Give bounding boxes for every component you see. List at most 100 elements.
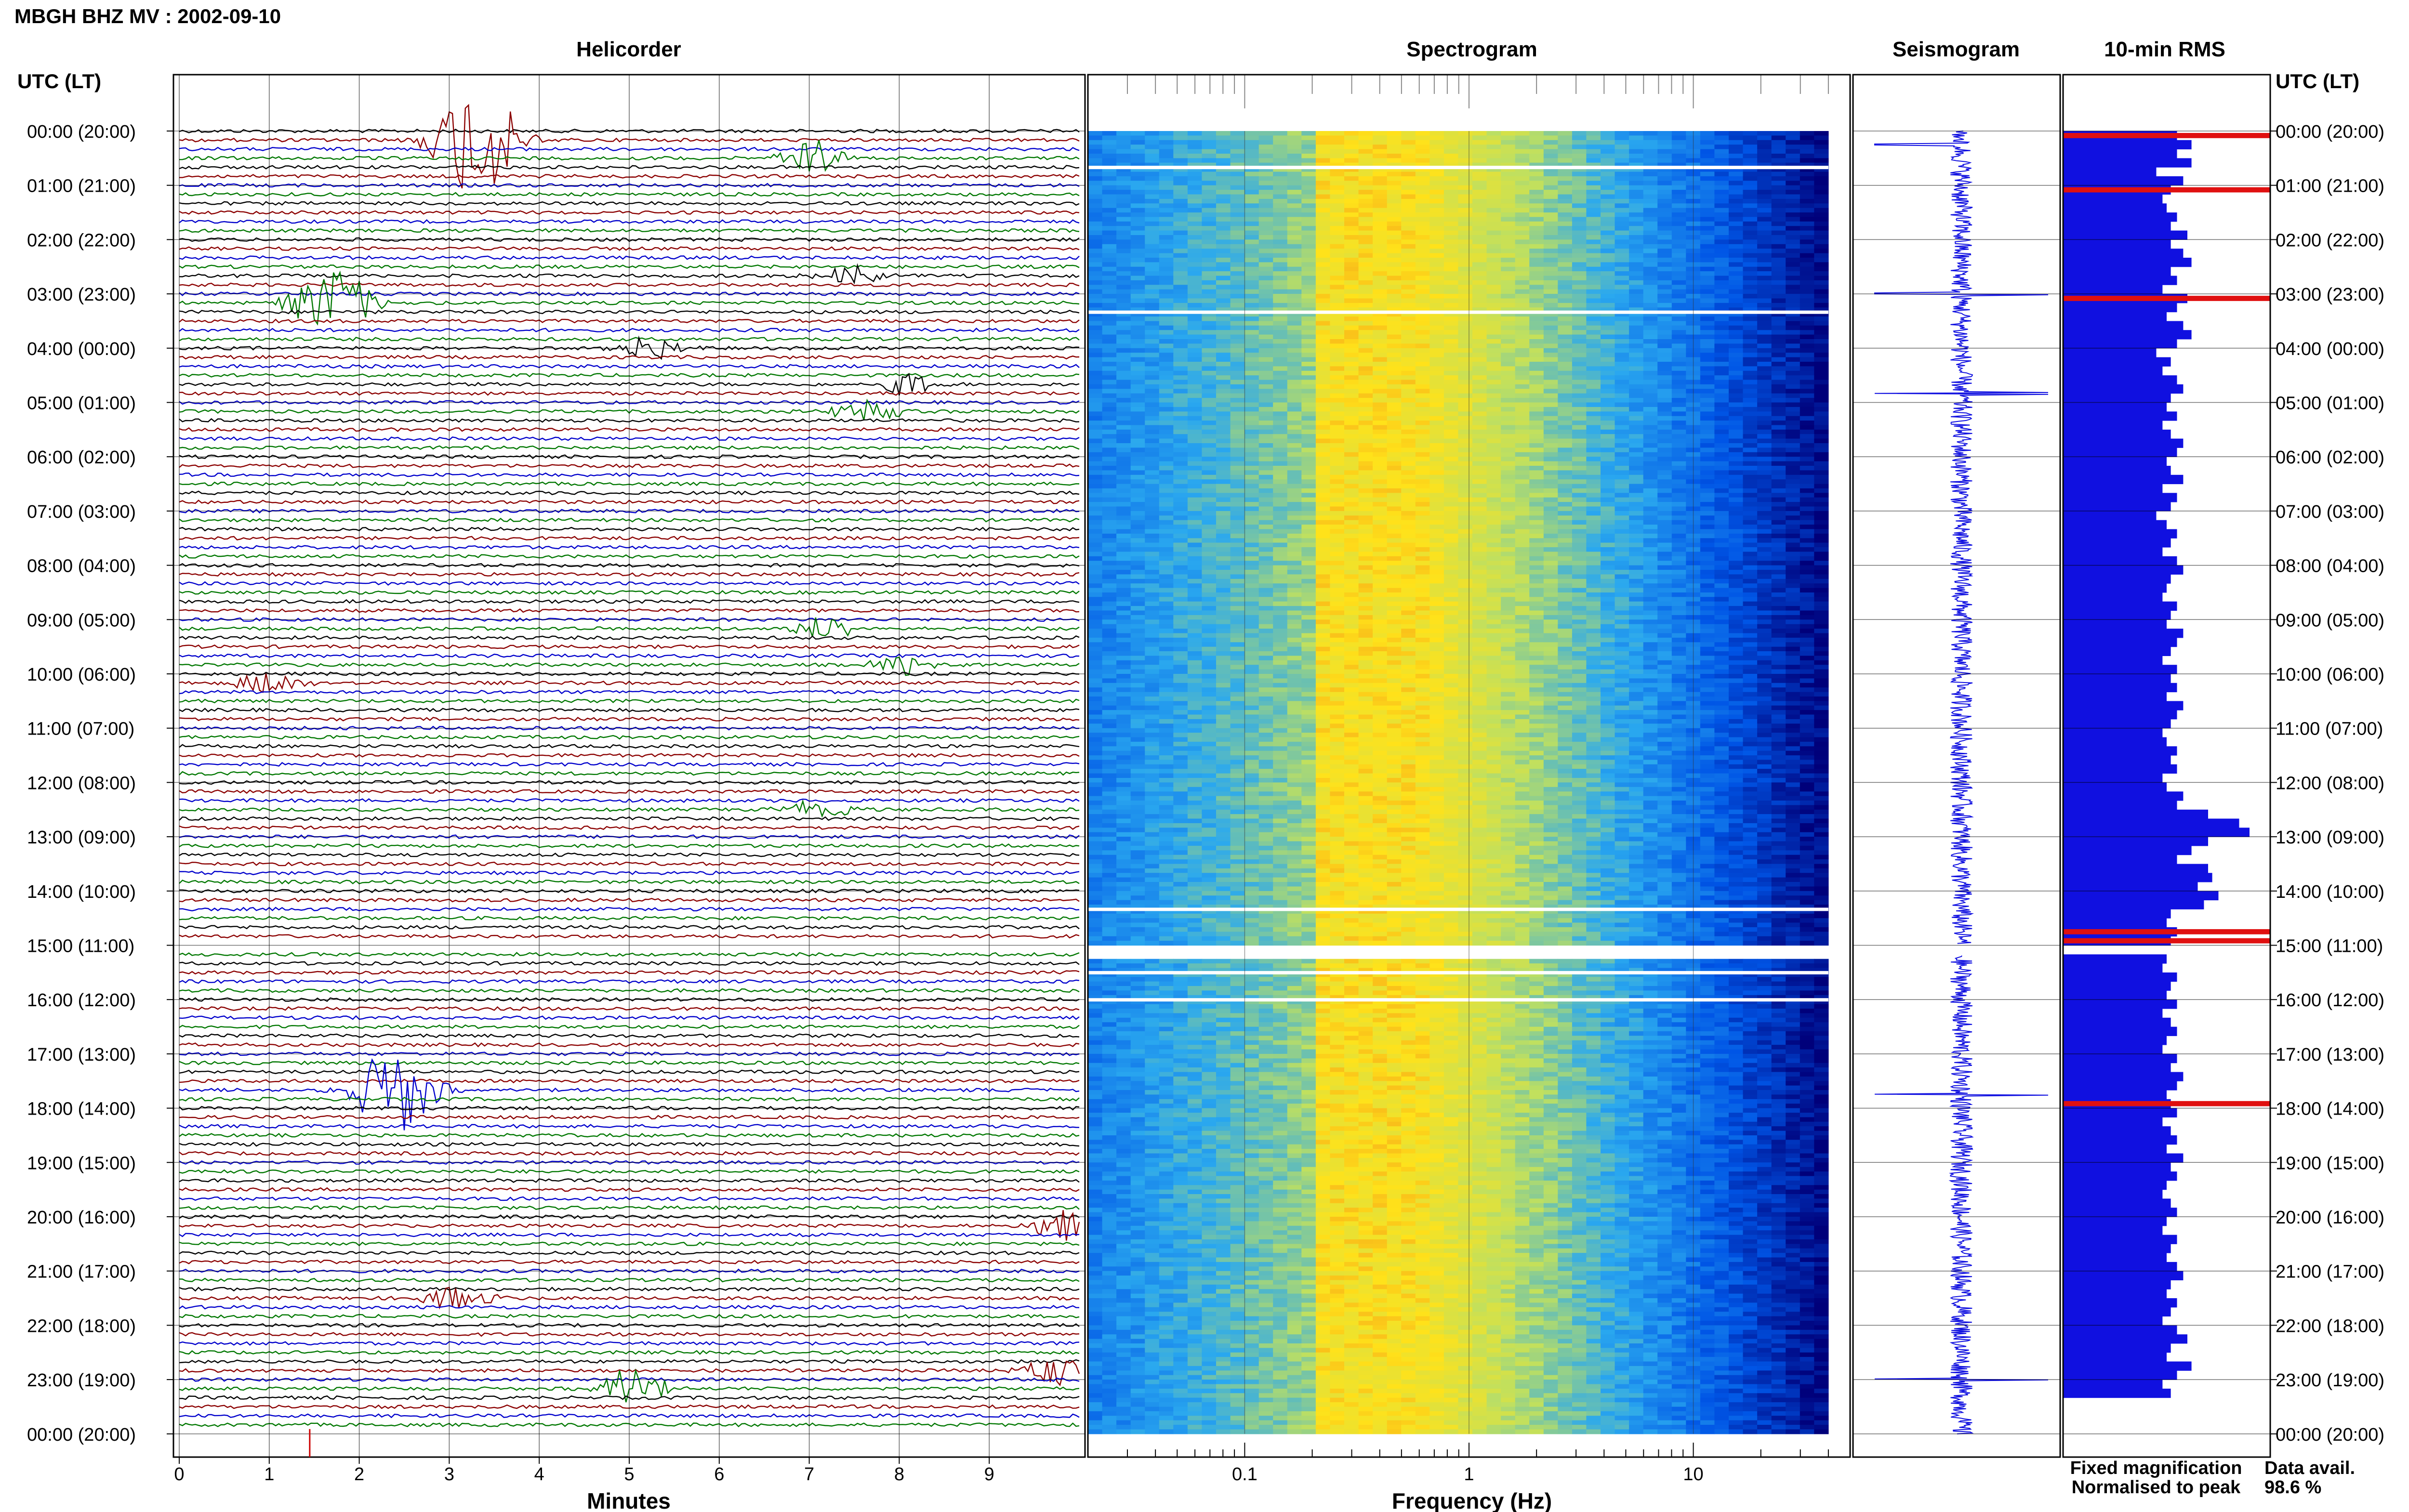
rms-normalised-mark xyxy=(2063,1101,2270,1106)
rms-bar xyxy=(2063,1280,2171,1289)
rms-normalised-mark xyxy=(2063,938,2270,944)
rms-bar xyxy=(2063,791,2184,801)
rms-bar xyxy=(2063,1135,2177,1145)
rms-bar xyxy=(2063,710,2177,720)
rms-bar xyxy=(2063,1189,2163,1199)
time-label-right: 13:00 (09:00) xyxy=(2276,828,2384,848)
time-label-left: 12:00 (08:00) xyxy=(27,773,136,793)
rms-bar xyxy=(2063,1017,2171,1027)
rms-bar xyxy=(2063,393,2171,403)
rms-bar xyxy=(2063,728,2163,737)
time-label-left: 01:00 (21:00) xyxy=(27,176,136,197)
rms-bar xyxy=(2063,203,2167,213)
time-label-right: 21:00 (17:00) xyxy=(2276,1262,2384,1282)
rms-bar xyxy=(2063,1244,2171,1253)
time-label-right: 01:00 (21:00) xyxy=(2276,176,2384,197)
rms-bar xyxy=(2063,339,2177,349)
rms-bar xyxy=(2063,1271,2184,1280)
time-label-left: 04:00 (00:00) xyxy=(27,339,136,359)
helicorder-tick-label: 3 xyxy=(444,1464,454,1485)
rms-bar xyxy=(2063,1361,2192,1371)
rms-bar xyxy=(2063,828,2250,837)
rms-bar xyxy=(2063,818,2239,828)
rms-bar xyxy=(2063,1117,2163,1127)
time-label-right: 00:00 (20:00) xyxy=(2276,1425,2384,1445)
helicorder-tick-label: 9 xyxy=(984,1464,994,1485)
rms-bar xyxy=(2063,158,2192,168)
helicorder-tick-label: 4 xyxy=(534,1464,544,1485)
rms-bar xyxy=(2063,646,2171,656)
rms-bar xyxy=(2063,502,2171,512)
rms-bar xyxy=(2063,954,2167,964)
rms-bar xyxy=(2063,447,2177,457)
time-axis-label-left: UTC (LT) xyxy=(17,70,101,92)
rms-bar xyxy=(2063,384,2184,394)
rms-bar xyxy=(2063,176,2184,186)
rms-bar xyxy=(2063,656,2163,665)
rms-title: 10-min RMS xyxy=(2104,38,2225,61)
axes-frames: 0 1 2 3 4 5 6 7 8 9 xyxy=(167,74,2277,1485)
rms-bar xyxy=(2063,972,2177,982)
rms-bar xyxy=(2063,167,2157,177)
time-label-right: 15:00 (11:00) xyxy=(2276,936,2383,957)
time-label-right: 00:00 (20:00) xyxy=(2276,122,2384,142)
time-label-left: 05:00 (01:00) xyxy=(27,394,136,414)
helicorder-tick-label: 6 xyxy=(714,1464,724,1485)
seismogram-title: Seismogram xyxy=(1893,38,2020,61)
rms-bar xyxy=(2063,1144,2167,1154)
rms-bar xyxy=(2063,511,2157,521)
rms-bar xyxy=(2063,1053,2177,1064)
time-label-left: 10:00 (06:00) xyxy=(27,665,136,685)
rms-bar xyxy=(2063,1072,2184,1081)
rms-panel xyxy=(2063,131,2270,1398)
rms-bar xyxy=(2063,1171,2177,1181)
rms-bar xyxy=(2063,1126,2171,1136)
rms-bar xyxy=(2063,466,2171,475)
rms-bar xyxy=(2063,719,2171,729)
seismogram-trace xyxy=(1874,131,2049,1434)
spectrogram-gap xyxy=(1088,998,1828,1002)
rms-bar xyxy=(2063,692,2167,701)
time-label-left: 02:00 (22:00) xyxy=(27,230,136,250)
data-avail-label: Data avail. xyxy=(2264,1458,2355,1478)
rms-bar xyxy=(2063,140,2192,150)
rms-bar xyxy=(2063,1334,2187,1344)
time-label-right: 23:00 (19:00) xyxy=(2276,1370,2384,1391)
rms-bar xyxy=(2063,1298,2177,1308)
rms-bar xyxy=(2063,855,2177,864)
time-label-left: 14:00 (10:00) xyxy=(27,882,136,902)
time-label-right: 19:00 (15:00) xyxy=(2276,1153,2384,1173)
rms-bar xyxy=(2063,683,2177,693)
rms-bar xyxy=(2063,782,2167,792)
time-label-left: 21:00 (17:00) xyxy=(27,1262,136,1282)
time-label-left: 08:00 (04:00) xyxy=(27,556,136,577)
time-label-left: 22:00 (18:00) xyxy=(27,1316,136,1336)
rms-bar xyxy=(2063,321,2184,330)
rms-bar xyxy=(2063,1325,2177,1335)
rms-bar xyxy=(2063,276,2177,285)
rms-bar xyxy=(2063,1081,2177,1091)
rms-bar xyxy=(2063,900,2204,909)
rms-bar xyxy=(2063,629,2184,638)
time-label-right: 02:00 (22:00) xyxy=(2276,230,2384,250)
time-label-right: 16:00 (12:00) xyxy=(2276,990,2384,1011)
rms-bar xyxy=(2063,484,2163,493)
rms-bar xyxy=(2063,1217,2167,1226)
time-label-right: 18:00 (14:00) xyxy=(2276,1099,2384,1119)
helicorder-tick-label: 5 xyxy=(624,1464,634,1485)
time-label-left: 11:00 (07:00) xyxy=(27,719,134,739)
time-label-left: 00:00 (20:00) xyxy=(27,1425,136,1445)
rms-bar xyxy=(2063,773,2163,783)
rms-bar xyxy=(2063,981,2171,991)
rms-bar xyxy=(2063,665,2177,674)
rms-bar xyxy=(2063,1352,2167,1362)
rms-bar xyxy=(2063,1162,2171,1172)
time-label-left: 15:00 (11:00) xyxy=(27,936,134,957)
time-axis-label-right: UTC (LT) xyxy=(2276,70,2359,92)
rms-bar xyxy=(2063,963,2163,973)
time-label-right: 08:00 (04:00) xyxy=(2276,556,2384,577)
time-label-right: 04:00 (00:00) xyxy=(2276,339,2384,359)
spectrogram-tick-label: 1 xyxy=(1464,1464,1474,1485)
rms-bar xyxy=(2063,429,2171,439)
time-label-right: 22:00 (18:00) xyxy=(2276,1316,2384,1336)
